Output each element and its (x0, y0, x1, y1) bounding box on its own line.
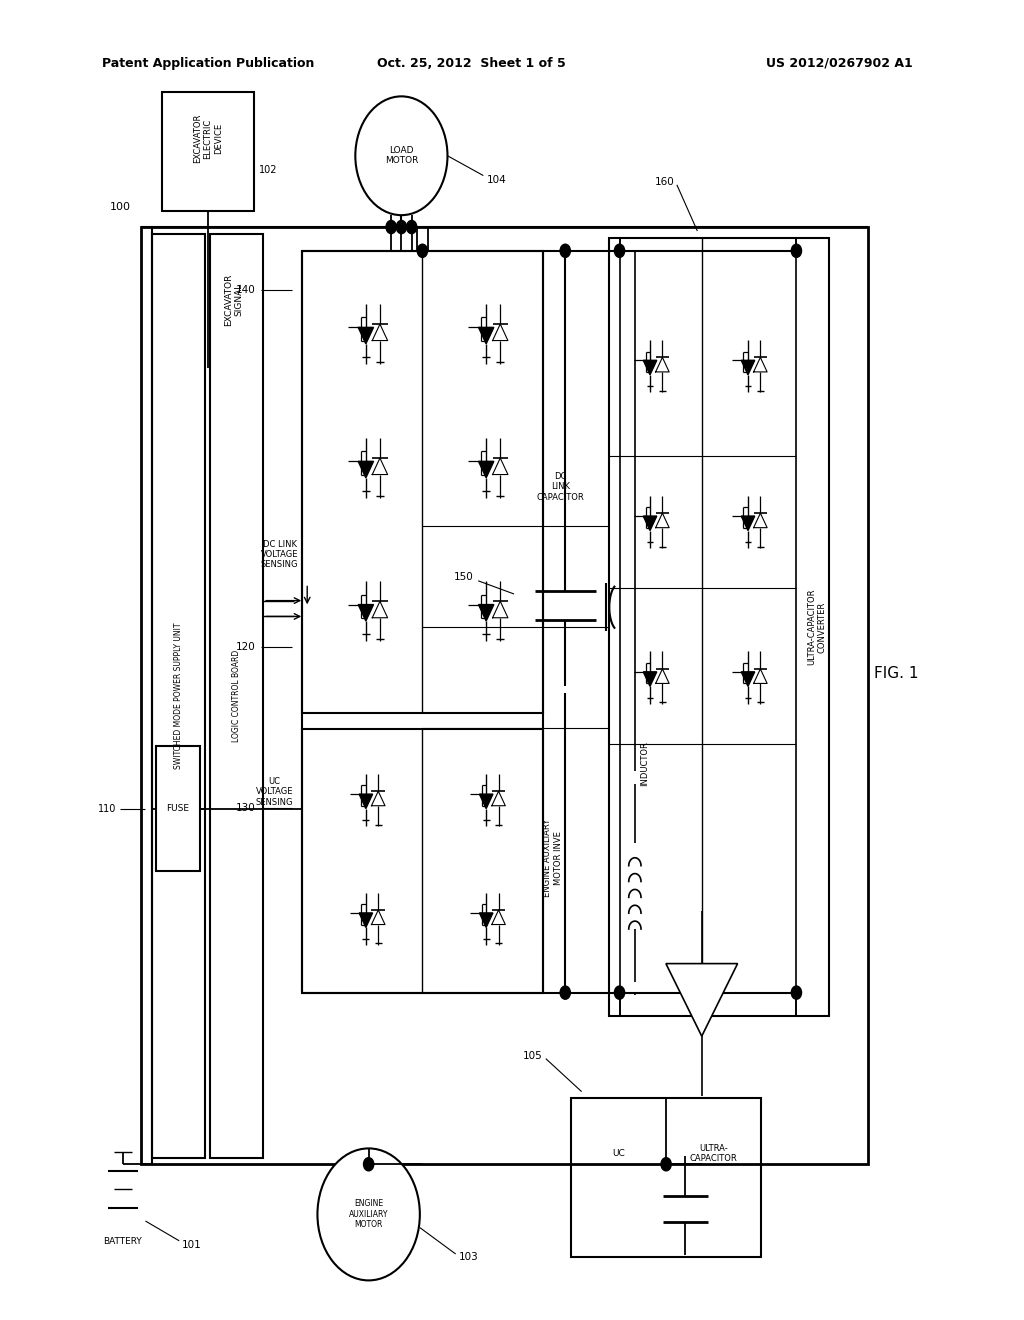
Text: EXCAVATOR
ELECTRIC
DEVICE: EXCAVATOR ELECTRIC DEVICE (193, 114, 223, 164)
Text: LOAD
MOTOR: LOAD MOTOR (385, 147, 418, 165)
Text: 110: 110 (98, 804, 117, 813)
Bar (152, 234, 205, 1158)
Polygon shape (358, 605, 374, 620)
Bar (156, 746, 200, 871)
Text: BATTERY: BATTERY (103, 1237, 142, 1246)
Text: ULTRA-CAPACITOR
CONVERTER: ULTRA-CAPACITOR CONVERTER (808, 589, 826, 665)
Polygon shape (741, 360, 755, 375)
Text: 105: 105 (523, 1051, 543, 1061)
Polygon shape (741, 672, 755, 686)
Text: 103: 103 (459, 1251, 478, 1262)
Text: INDUCTOR: INDUCTOR (641, 742, 649, 787)
Text: 140: 140 (237, 285, 256, 296)
Text: 160: 160 (655, 177, 675, 187)
Bar (141, 227, 868, 1164)
Text: DC
LINK
CAPACITOR: DC LINK CAPACITOR (537, 471, 584, 502)
Text: ULTRA-
CAPACITOR: ULTRA- CAPACITOR (689, 1144, 737, 1163)
Circle shape (614, 244, 625, 257)
Circle shape (792, 244, 802, 257)
Text: 120: 120 (237, 642, 256, 652)
Text: 100: 100 (110, 202, 131, 213)
Text: 104: 104 (486, 174, 506, 185)
Polygon shape (359, 795, 373, 809)
Bar (302, 729, 543, 993)
Circle shape (560, 986, 570, 999)
Circle shape (792, 986, 802, 999)
Circle shape (355, 96, 447, 215)
Polygon shape (643, 672, 656, 686)
Text: LOGIC CONTROL BOARD: LOGIC CONTROL BOARD (232, 649, 241, 742)
Polygon shape (666, 964, 737, 1036)
Polygon shape (478, 605, 494, 620)
Bar (162, 92, 254, 211)
Text: ENGINE AUXILIARY
MOTOR INVE: ENGINE AUXILIARY MOTOR INVE (544, 818, 562, 898)
Bar (609, 238, 829, 1016)
Text: DC LINK
VOLTAGE
SENSING: DC LINK VOLTAGE SENSING (261, 540, 298, 569)
Bar (302, 251, 543, 713)
Circle shape (396, 220, 407, 234)
Circle shape (364, 1158, 374, 1171)
Circle shape (386, 220, 396, 234)
Polygon shape (359, 913, 373, 928)
Polygon shape (479, 795, 493, 809)
Bar (571, 1098, 761, 1257)
Polygon shape (643, 516, 656, 531)
Text: SWITCHED MODE POWER SUPPLY UNIT: SWITCHED MODE POWER SUPPLY UNIT (174, 623, 182, 768)
Circle shape (407, 220, 417, 234)
Text: FUSE: FUSE (166, 804, 189, 813)
Text: FIG. 1: FIG. 1 (873, 665, 919, 681)
Circle shape (614, 986, 625, 999)
Text: 130: 130 (237, 803, 256, 813)
Polygon shape (358, 462, 374, 478)
Text: ENGINE
AUXILIARY
MOTOR: ENGINE AUXILIARY MOTOR (349, 1200, 388, 1229)
Text: Oct. 25, 2012  Sheet 1 of 5: Oct. 25, 2012 Sheet 1 of 5 (377, 57, 565, 70)
Text: 150: 150 (454, 572, 473, 582)
Text: Patent Application Publication: Patent Application Publication (102, 57, 314, 70)
Circle shape (662, 1158, 672, 1171)
Polygon shape (643, 360, 656, 375)
Text: UC: UC (612, 1150, 625, 1158)
Polygon shape (479, 913, 493, 928)
Bar (210, 234, 263, 1158)
Text: UC
VOLTAGE
SENSING: UC VOLTAGE SENSING (256, 777, 293, 807)
Polygon shape (358, 327, 374, 343)
Text: US 2012/0267902 A1: US 2012/0267902 A1 (766, 57, 913, 70)
Text: EXCAVATOR
SIGNAL: EXCAVATOR SIGNAL (224, 273, 243, 326)
Polygon shape (478, 327, 494, 343)
Circle shape (317, 1148, 420, 1280)
Text: 102: 102 (259, 165, 278, 174)
Circle shape (418, 244, 428, 257)
Circle shape (560, 244, 570, 257)
Polygon shape (478, 462, 494, 478)
Text: 101: 101 (182, 1239, 202, 1250)
Polygon shape (741, 516, 755, 531)
